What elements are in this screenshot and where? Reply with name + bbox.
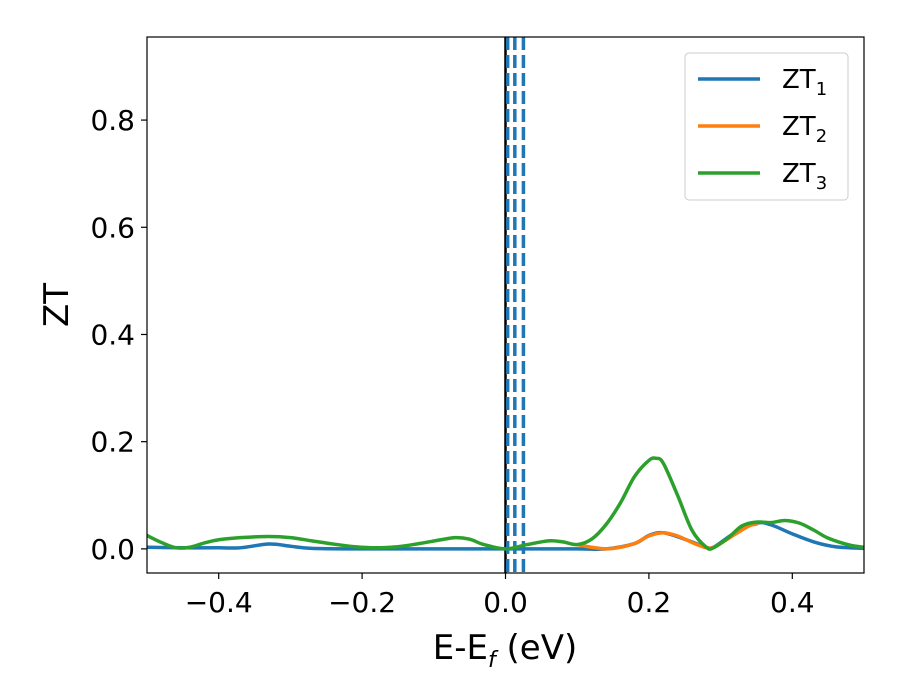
x-tick-label: 0.2 <box>627 586 672 619</box>
legend-label-subscript: 3 <box>816 173 827 194</box>
legend-label-zt2: ZT2 <box>782 112 827 147</box>
legend-label-zt3: ZT3 <box>782 159 827 194</box>
legend-label-subscript: 2 <box>816 126 827 147</box>
y-tick-label: 0.2 <box>90 426 135 459</box>
x-tick-label: 0.0 <box>483 586 528 619</box>
x-axis-ticks: −0.4 −0.2 0.0 0.2 0.4 <box>185 573 815 619</box>
y-tick-label: 0.4 <box>90 318 135 351</box>
legend-label-zt1: ZT1 <box>782 65 827 100</box>
series-line-zt3 <box>147 456 864 551</box>
x-axis-title-main: E-E <box>433 628 488 668</box>
y-tick-label: 0.0 <box>90 533 135 566</box>
x-axis-title-unit: (eV) <box>496 628 578 668</box>
y-tick-label: 0.6 <box>90 211 135 244</box>
y-tick-label: 0.8 <box>90 104 135 137</box>
x-tick-label: −0.2 <box>328 586 396 619</box>
reference-lines <box>504 37 526 573</box>
legend-label-subscript: 1 <box>816 79 827 100</box>
legend-label-main: ZT <box>782 65 816 95</box>
x-axis-title-subscript: f <box>488 648 499 673</box>
legend-label-main: ZT <box>782 112 816 142</box>
y-axis-title: ZT <box>37 283 77 327</box>
x-axis-title: E-Ef (eV) <box>433 628 578 673</box>
x-tick-label: −0.4 <box>185 586 253 619</box>
series-lines <box>147 456 864 552</box>
x-tick-label: 0.4 <box>770 586 815 619</box>
legend-label-main: ZT <box>782 159 816 189</box>
y-axis-ticks: 0.0 0.2 0.4 0.6 0.8 <box>90 104 147 566</box>
legend-box <box>684 52 849 201</box>
